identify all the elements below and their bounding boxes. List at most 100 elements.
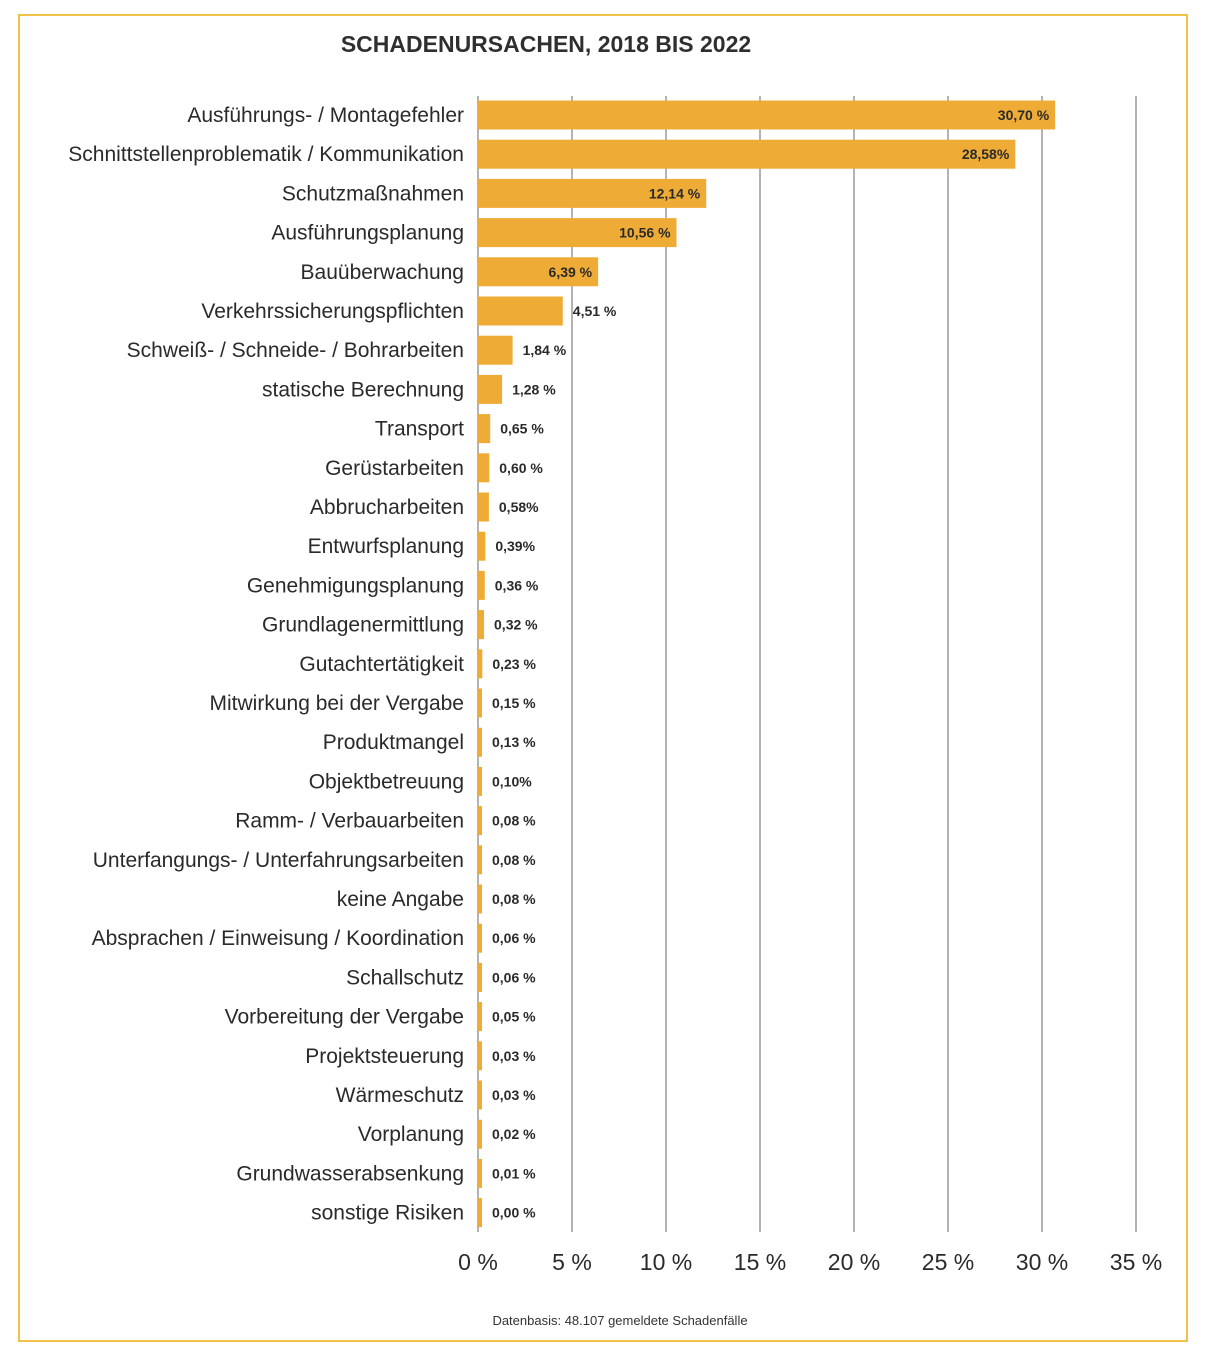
bar: [478, 453, 490, 483]
bar: [478, 610, 485, 640]
bar: [478, 570, 485, 600]
value-label: 0,39%: [495, 538, 535, 554]
x-tick-label: 0 %: [458, 1249, 498, 1275]
value-label: 0,05 %: [492, 1009, 536, 1025]
value-label: 1,28 %: [512, 381, 556, 397]
value-label: 0,03 %: [492, 1048, 536, 1064]
value-label: 0,01 %: [492, 1165, 536, 1181]
bar: [478, 884, 482, 914]
bar: [478, 492, 489, 522]
value-label: 0,32 %: [494, 617, 538, 633]
category-label: Ramm- / Verbauarbeiten: [235, 810, 464, 833]
category-label: Vorplanung: [358, 1123, 464, 1146]
bar: [478, 414, 491, 444]
chart-title: SCHADENURSACHEN, 2018 BIS 2022: [341, 31, 751, 57]
bar: [478, 1002, 482, 1032]
bar: [478, 923, 482, 953]
x-tick-label: 25 %: [922, 1249, 974, 1275]
x-tick-label: 15 %: [734, 1249, 786, 1275]
category-label: Ausführungsplanung: [271, 222, 464, 245]
value-label: 12,14 %: [649, 185, 701, 201]
bar: [478, 257, 599, 287]
x-tick-label: 5 %: [552, 1249, 592, 1275]
category-label: keine Angabe: [337, 888, 464, 911]
bars: [478, 100, 1056, 1228]
x-tick-label: 30 %: [1016, 1249, 1068, 1275]
value-label: 10,56 %: [619, 225, 671, 241]
value-label: 0,00 %: [492, 1205, 536, 1221]
value-label: 30,70 %: [998, 107, 1050, 123]
value-label: 0,13 %: [492, 734, 536, 750]
category-label: statische Berechnung: [262, 378, 464, 401]
value-label: 0,08 %: [492, 852, 536, 868]
category-label: Ausführungs- / Montagefehler: [187, 104, 464, 127]
x-tick-label: 20 %: [828, 1249, 880, 1275]
value-label: 0,60 %: [499, 460, 543, 476]
value-label: 0,03 %: [492, 1087, 536, 1103]
x-tick-label: 35 %: [1110, 1249, 1162, 1275]
value-label: 0,06 %: [492, 969, 536, 985]
bar: [478, 218, 677, 248]
value-label: 0,08 %: [492, 813, 536, 829]
category-label: Grundwasserabsenkung: [236, 1162, 464, 1185]
bar: [478, 845, 482, 875]
value-label: 0,08 %: [492, 891, 536, 907]
value-label: 6,39 %: [549, 264, 593, 280]
category-label: Gerüstarbeiten: [325, 457, 464, 480]
category-label: Wärmeschutz: [336, 1084, 464, 1107]
bar: [478, 296, 563, 326]
category-label: Objektbetreuung: [309, 770, 464, 793]
bar: [478, 962, 482, 992]
bar: [478, 1198, 482, 1228]
category-label: Schallschutz: [346, 966, 464, 989]
bar: [478, 531, 486, 561]
category-label: Mitwirkung bei der Vergabe: [210, 692, 464, 715]
category-label: Entwurfsplanung: [308, 535, 464, 558]
value-label: 0,15 %: [492, 695, 536, 711]
category-label: Bauüberwachung: [301, 261, 464, 284]
category-label: sonstige Risiken: [311, 1202, 464, 1225]
bar: [478, 1080, 482, 1110]
category-label: Schweiß- / Schneide- / Bohrarbeiten: [127, 339, 464, 362]
value-label: 28,58%: [962, 146, 1010, 162]
value-label: 0,06 %: [492, 930, 536, 946]
category-label: Vorbereitung der Vergabe: [225, 1006, 464, 1029]
category-label: Projektsteuerung: [305, 1045, 464, 1068]
bar: [478, 374, 503, 404]
footnote: Datenbasis: 48.107 gemeldete Schadenfäll…: [492, 1313, 747, 1328]
value-label: 0,58%: [499, 499, 539, 515]
bar: [478, 100, 1056, 130]
bar: [478, 806, 482, 836]
value-label: 0,36 %: [495, 577, 539, 593]
category-label: Unterfangungs- / Unterfahrungsarbeiten: [93, 849, 464, 872]
value-label: 0,65 %: [500, 421, 544, 437]
category-label: Produktmangel: [323, 731, 464, 754]
value-label: 4,51 %: [573, 303, 617, 319]
category-label: Gutachtertätigkeit: [299, 653, 464, 676]
category-label: Transport: [375, 418, 464, 441]
category-label: Verkehrssicherungspflichten: [201, 300, 464, 323]
x-tick-label: 10 %: [640, 1249, 692, 1275]
bar: [478, 139, 1016, 169]
bar: [478, 688, 482, 718]
bar: [478, 649, 483, 679]
bar: [478, 727, 482, 757]
bar: [478, 1119, 482, 1149]
value-label: 1,84 %: [523, 342, 567, 358]
value-label: 0,23 %: [492, 656, 536, 672]
category-label: Schnittstellenproblematik / Kommunikatio…: [68, 143, 464, 166]
bar: [478, 1041, 482, 1071]
bar: [478, 335, 513, 365]
category-labels: Ausführungs- / Montagefehler Schnittstell…: [68, 104, 464, 1225]
category-label: Grundlagenermittlung: [262, 614, 464, 637]
value-labels: 30,70 % 28,58% 12,14 % 10,56 % 6,39 % 4,51 % 1…: [492, 107, 1050, 1221]
bar: [478, 1158, 482, 1188]
bar: [478, 178, 707, 208]
bar: [478, 766, 482, 796]
category-label: Absprachen / Einweisung / Koordination: [92, 927, 464, 950]
value-label: 0,10%: [492, 773, 532, 789]
x-axis-ticks: 0 % 5 % 10 % 15 % 20 % 25 % 30 % 35 %: [458, 1249, 1162, 1275]
value-label: 0,02 %: [492, 1126, 536, 1142]
category-label: Genehmigungsplanung: [247, 574, 464, 597]
